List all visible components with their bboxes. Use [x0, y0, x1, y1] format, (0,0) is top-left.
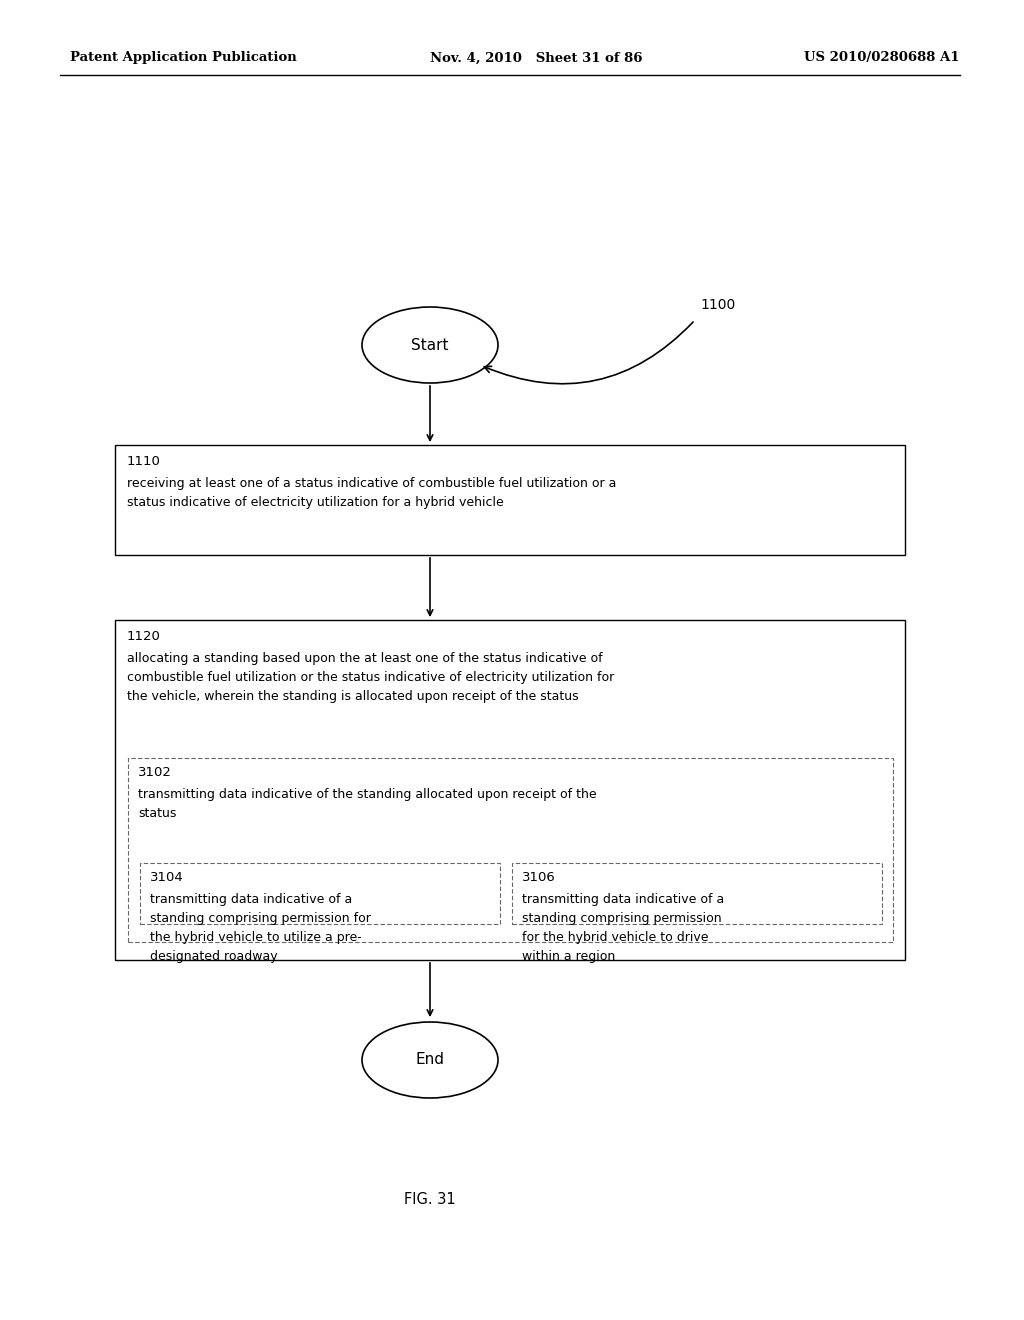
Text: Patent Application Publication: Patent Application Publication: [70, 51, 297, 65]
Text: FIG. 31: FIG. 31: [404, 1192, 456, 1208]
Text: 1110: 1110: [127, 455, 161, 469]
Text: 3104: 3104: [150, 871, 183, 884]
Text: transmitting data indicative of the standing allocated upon receipt of the
statu: transmitting data indicative of the stan…: [138, 788, 597, 820]
Bar: [115, 620, 905, 960]
Text: 3102: 3102: [138, 766, 172, 779]
Bar: [115, 445, 905, 554]
Text: receiving at least one of a status indicative of combustible fuel utilization or: receiving at least one of a status indic…: [127, 477, 616, 510]
FancyArrowPatch shape: [484, 322, 693, 384]
Text: transmitting data indicative of a
standing comprising permission
for the hybrid : transmitting data indicative of a standi…: [522, 894, 724, 964]
Text: Nov. 4, 2010   Sheet 31 of 86: Nov. 4, 2010 Sheet 31 of 86: [430, 51, 642, 65]
Bar: [140, 863, 500, 924]
Bar: [512, 863, 882, 924]
Text: Start: Start: [412, 338, 449, 352]
Text: End: End: [416, 1052, 444, 1068]
Bar: [128, 758, 893, 942]
Text: US 2010/0280688 A1: US 2010/0280688 A1: [805, 51, 961, 65]
Text: 3106: 3106: [522, 871, 556, 884]
Text: 1100: 1100: [700, 298, 735, 312]
Text: allocating a standing based upon the at least one of the status indicative of
co: allocating a standing based upon the at …: [127, 652, 614, 704]
Text: transmitting data indicative of a
standing comprising permission for
the hybrid : transmitting data indicative of a standi…: [150, 894, 371, 964]
Text: 1120: 1120: [127, 630, 161, 643]
